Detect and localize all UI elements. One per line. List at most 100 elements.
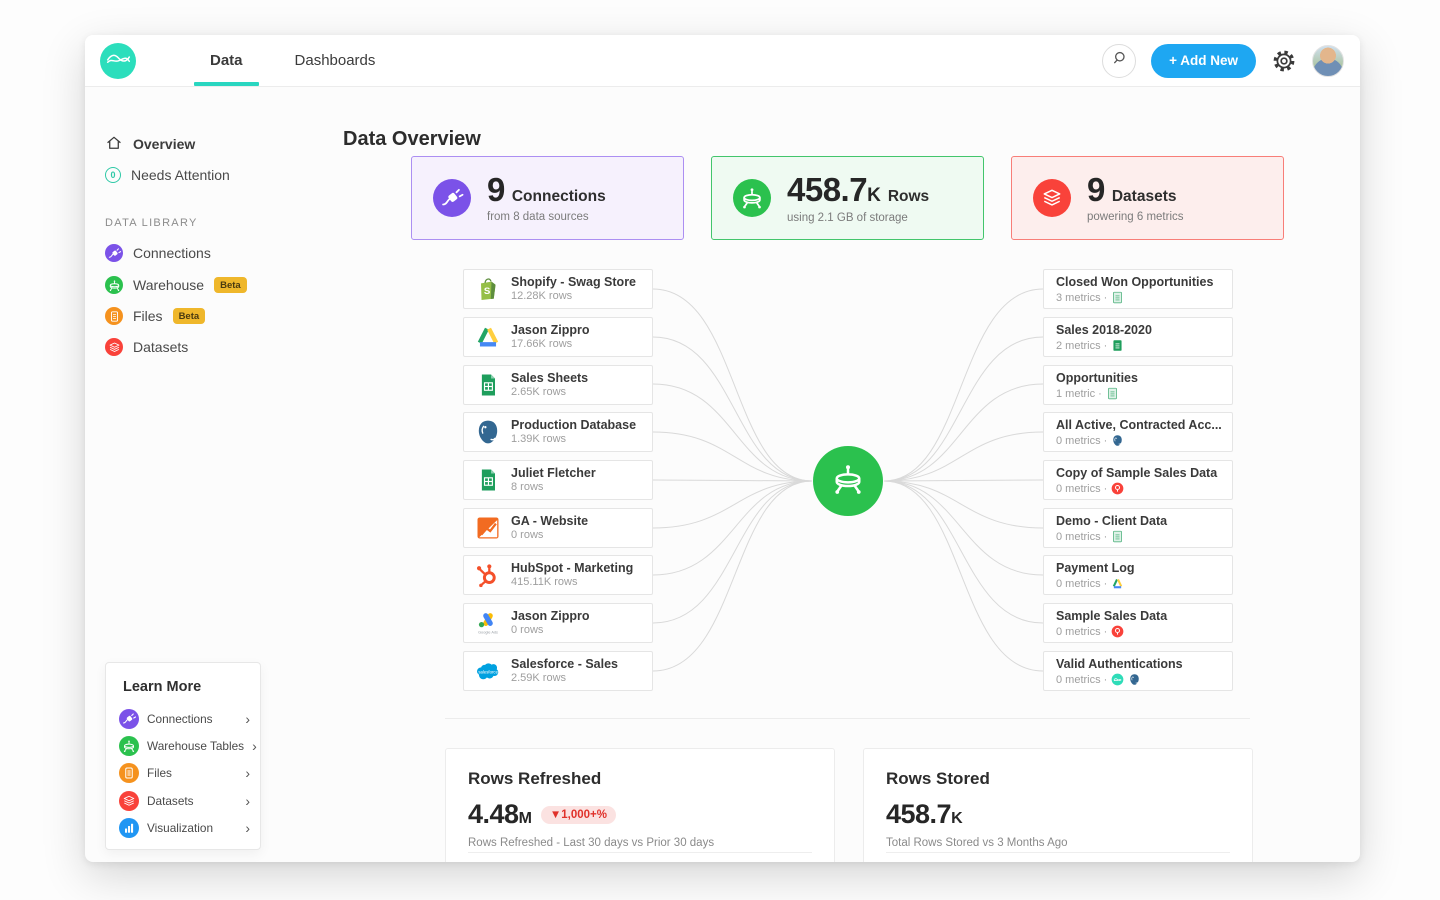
sample-data-icon <box>1111 625 1124 638</box>
hubspot-icon <box>473 560 503 590</box>
stat-subtitle: using 2.1 GB of storage <box>787 211 908 224</box>
kpi-title: Rows Stored <box>886 769 990 788</box>
sheet-light-icon <box>1106 387 1119 400</box>
sidebar-item-needs-attention[interactable]: 0 Needs Attention <box>105 164 230 186</box>
sidebar-item-warehouse[interactable]: Warehouse Beta <box>105 274 247 296</box>
plug-icon <box>433 179 471 217</box>
section-divider <box>445 718 1250 719</box>
search-icon <box>1109 48 1129 73</box>
kpi-card-rows-refreshed[interactable]: Rows Refreshed 4.48 M ▼1,000+% Rows Refr… <box>445 748 835 862</box>
warehouse-table-icon <box>828 459 868 504</box>
dataset-card-all-active[interactable]: All Active, Contracted Acc... 0 metrics … <box>1043 412 1233 452</box>
dataset-card-demo-client[interactable]: Demo - Client Data 0 metrics · <box>1043 508 1233 548</box>
sidebar-item-files[interactable]: Files Beta <box>105 305 206 327</box>
kpi-inner-divider <box>886 852 1230 853</box>
visualization-icon <box>119 818 139 838</box>
source-card-sheets2[interactable]: Juliet Fletcher 8 rows <box>463 460 653 500</box>
primary-tabs: Data Dashboards <box>184 35 401 86</box>
learn-more-card: Learn More Connections › Warehouse Table… <box>105 662 261 850</box>
whale-icon <box>1111 673 1124 686</box>
shopify-icon <box>473 274 503 304</box>
stat-value: 458.7 <box>787 170 868 208</box>
stat-card-rows[interactable]: 458.7 K Rows using 2.1 GB of storage <box>711 156 984 240</box>
datasets-icon <box>119 791 139 811</box>
google-ads-icon <box>473 608 503 638</box>
sample-data-icon <box>1111 482 1124 495</box>
stat-card-datasets[interactable]: 9 Datasets powering 6 metrics <box>1011 156 1284 240</box>
layers-icon <box>1033 179 1071 217</box>
google-sheets-icon <box>473 465 503 495</box>
kpi-title: Rows Refreshed <box>468 769 602 788</box>
beta-badge: Beta <box>172 308 206 324</box>
learn-more-datasets[interactable]: Datasets › <box>119 789 250 813</box>
needs-attention-count-icon: 0 <box>105 167 121 183</box>
app-window: Data Dashboards + Add New Overview 0 Nee… <box>85 35 1360 862</box>
flow-connector-lines <box>652 288 1044 672</box>
kpi-value: 4.48 <box>468 799 519 829</box>
dataset-card-valid-auth[interactable]: Valid Authentications 0 metrics · <box>1043 651 1233 691</box>
learn-more-connections[interactable]: Connections › <box>119 707 250 731</box>
dataset-card-copy-sample[interactable]: Copy of Sample Sales Data 0 metrics · <box>1043 460 1233 500</box>
tab-data[interactable]: Data <box>184 35 269 86</box>
whale-waves-icon <box>103 43 133 78</box>
source-card-postgres[interactable]: Production Database 1.39K rows <box>463 412 653 452</box>
kpi-subtitle: Total Rows Stored vs 3 Months Ago <box>886 837 1068 849</box>
source-card-analytics[interactable]: GA - Website 0 rows <box>463 508 653 548</box>
kpi-change-badge: ▼1,000+% <box>540 805 616 824</box>
chevron-right-icon: › <box>245 711 250 727</box>
source-card-drive[interactable]: Jason Zippro 17.66K rows <box>463 317 653 357</box>
chevron-right-icon: › <box>245 820 250 836</box>
dataset-card-sample-sales[interactable]: Sample Sales Data 0 metrics · <box>1043 603 1233 643</box>
data-library-section-label: DATA LIBRARY <box>105 217 198 229</box>
stat-subtitle: from 8 data sources <box>487 211 589 223</box>
postgresql-icon <box>1128 673 1141 686</box>
datasets-icon <box>105 338 123 356</box>
source-card-salesforce[interactable]: Salesforce - Sales 2.59K rows <box>463 651 653 691</box>
user-avatar[interactable] <box>1312 44 1344 77</box>
settings-button[interactable] <box>1271 48 1297 74</box>
learn-more-visualization[interactable]: Visualization › <box>119 816 250 840</box>
learn-more-warehouse-tables[interactable]: Warehouse Tables › <box>119 734 257 758</box>
gear-icon <box>1271 61 1297 78</box>
stat-unit: Rows <box>887 187 930 205</box>
connections-icon <box>119 709 139 729</box>
dataset-card-opportunities[interactable]: Opportunities 1 metric · <box>1043 365 1233 405</box>
sheet-dark-icon <box>1111 339 1124 352</box>
warehouse-icon <box>119 736 139 756</box>
google-sheets-icon <box>473 370 503 400</box>
source-card-shopify[interactable]: Shopify - Swag Store 12.28K rows <box>463 269 653 309</box>
sidebar-item-connections[interactable]: Connections <box>105 242 211 264</box>
warehouse-hub[interactable] <box>813 446 883 516</box>
page-title: Data Overview <box>343 128 481 150</box>
sidebar-item-overview[interactable]: Overview <box>105 133 195 155</box>
kpi-inner-divider <box>468 852 812 853</box>
dataset-card-closed-won[interactable]: Closed Won Opportunities 3 metrics · <box>1043 269 1233 309</box>
source-card-sheets[interactable]: Sales Sheets 2.65K rows <box>463 365 653 405</box>
tab-dashboards[interactable]: Dashboards <box>294 52 376 69</box>
warehouse-icon <box>105 276 123 294</box>
stat-card-connections[interactable]: 9 Connections from 8 data sources <box>411 156 684 240</box>
salesforce-icon <box>473 656 503 686</box>
warehouse-table-icon <box>733 179 771 217</box>
dataset-card-payment-log[interactable]: Payment Log 0 metrics · <box>1043 555 1233 595</box>
google-analytics-icon <box>473 513 503 543</box>
sheet-light-icon <box>1111 530 1124 543</box>
source-card-googleads[interactable]: Jason Zippro 0 rows <box>463 603 653 643</box>
kpi-card-rows-stored[interactable]: Rows Stored 458.7 K Total Rows Stored vs… <box>863 748 1253 862</box>
chevron-right-icon: › <box>245 765 250 781</box>
learn-more-title: Learn More <box>123 679 202 695</box>
source-card-hubspot[interactable]: HubSpot - Marketing 415.11K rows <box>463 555 653 595</box>
stat-value: 9 <box>1087 171 1105 208</box>
stat-unit: Datasets <box>1111 188 1177 205</box>
dataset-card-sales-2018-2020[interactable]: Sales 2018-2020 2 metrics · <box>1043 317 1233 357</box>
sidebar-item-datasets[interactable]: Datasets <box>105 336 188 358</box>
stat-subtitle: powering 6 metrics <box>1087 211 1184 223</box>
app-logo[interactable] <box>100 42 136 79</box>
postgresql-icon <box>473 417 503 447</box>
kpi-subtitle: Rows Refreshed - Last 30 days vs Prior 3… <box>468 837 715 849</box>
search-button[interactable] <box>1102 43 1137 78</box>
add-new-button[interactable]: + Add New <box>1151 43 1256 78</box>
learn-more-files[interactable]: Files › <box>119 761 250 785</box>
stat-value: 9 <box>487 171 505 208</box>
